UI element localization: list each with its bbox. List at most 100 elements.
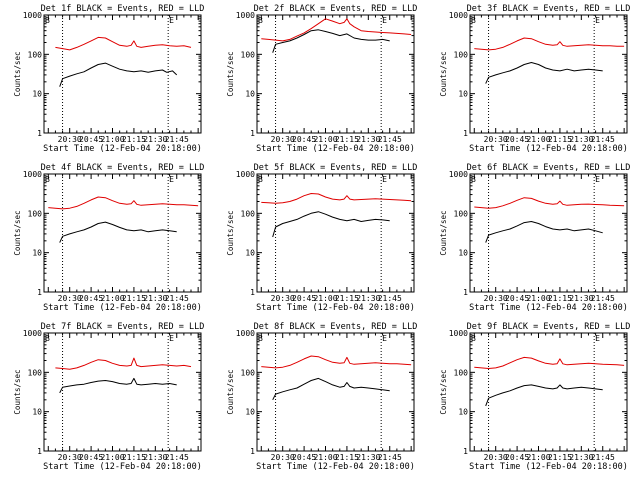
y-tick-label: 1 <box>250 288 255 297</box>
plot-frame <box>43 173 202 293</box>
events-series-line <box>59 221 177 243</box>
x-axis-label: Start Time (12-Feb-04 20:18:00) <box>256 303 415 313</box>
y-tick-label: 10 <box>245 90 255 99</box>
x-tick-label: 20:45 <box>292 135 316 144</box>
x-tick-label: 21:45 <box>378 453 402 462</box>
x-tick-label: 20:45 <box>505 453 529 462</box>
y-axis-label: Counts/sec <box>13 51 22 96</box>
y-tick-label: 1 <box>463 129 468 138</box>
plot-frame <box>256 173 415 293</box>
y-tick-label: 1 <box>37 447 42 456</box>
panel-det-2: Det 2f BLACK = Events, RED = LLD 1 10 100 10… <box>226 4 417 154</box>
x-tick-label: 21:15 <box>335 135 359 144</box>
x-tick-label: 21:30 <box>569 453 593 462</box>
x-tick-label: 21:00 <box>100 294 124 303</box>
y-tick-label: 1 <box>463 288 468 297</box>
lld-series-line <box>474 356 625 369</box>
end-marker-label: E <box>595 16 600 25</box>
x-tick-label: 21:30 <box>143 453 167 462</box>
lld-series-line <box>474 197 625 209</box>
x-tick-label: 21:30 <box>143 135 167 144</box>
x-tick-label: 21:30 <box>356 294 380 303</box>
y-tick-label: 1 <box>250 129 255 138</box>
x-tick-label: 21:15 <box>335 294 359 303</box>
x-tick-label: 21:45 <box>165 135 189 144</box>
x-tick-label: 20:30 <box>58 135 82 144</box>
y-tick-label: 100 <box>28 209 43 218</box>
x-axis-label: Start Time (12-Feb-04 20:18:00) <box>43 303 202 313</box>
y-tick-label: 1 <box>250 447 255 456</box>
x-tick-label: 21:00 <box>313 453 337 462</box>
y-tick-label: 100 <box>28 50 43 59</box>
x-tick-label: 21:00 <box>313 294 337 303</box>
y-tick-label: 10 <box>245 249 255 258</box>
end-marker-label: E <box>595 334 600 343</box>
end-marker-label: E <box>169 16 174 25</box>
x-tick-label: 21:45 <box>378 135 402 144</box>
x-axis-label: Start Time (12-Feb-04 20:18:00) <box>43 144 202 154</box>
x-tick-label: 21:45 <box>591 294 615 303</box>
lld-series-line <box>55 36 192 51</box>
events-series-line <box>272 211 390 238</box>
x-tick-label: 21:00 <box>526 453 550 462</box>
y-axis-label: Counts/sec <box>226 51 235 96</box>
y-tick-label: 100 <box>28 368 43 377</box>
y-tick-label: 100 <box>241 209 256 218</box>
x-tick-label: 21:15 <box>122 135 146 144</box>
plot-frame <box>469 173 628 293</box>
panel-title: Det 8f BLACK = Events, RED = LLD <box>254 322 418 332</box>
y-tick-label: 1000 <box>23 11 42 20</box>
events-series-line <box>485 62 603 84</box>
begin-marker-label: B <box>45 16 50 25</box>
plot-frame <box>256 332 415 452</box>
events-series-line <box>485 221 603 243</box>
x-tick-label: 20:30 <box>484 135 508 144</box>
x-tick-label: 21:30 <box>569 294 593 303</box>
y-tick-label: 1000 <box>236 11 255 20</box>
x-tick-label: 21:00 <box>100 135 124 144</box>
y-axis-label: Counts/sec <box>13 210 22 255</box>
y-tick-label: 10 <box>32 90 42 99</box>
x-tick-label: 21:30 <box>356 135 380 144</box>
x-tick-label: 21:15 <box>122 294 146 303</box>
y-tick-label: 1000 <box>449 11 468 20</box>
panel-title: Det 7f BLACK = Events, RED = LLD <box>41 322 205 332</box>
y-axis-label: Counts/sec <box>439 369 448 414</box>
panel-title: Det 4f BLACK = Events, RED = LLD <box>41 163 205 173</box>
x-tick-label: 21:15 <box>122 453 146 462</box>
y-tick-label: 100 <box>454 368 469 377</box>
x-tick-label: 21:45 <box>165 294 189 303</box>
lld-series-line <box>261 18 412 42</box>
y-tick-label: 10 <box>245 408 255 417</box>
begin-marker-label: B <box>471 334 476 343</box>
plot-frame <box>469 14 628 134</box>
panel-title: Det 6f BLACK = Events, RED = LLD <box>467 163 631 173</box>
begin-marker-label: B <box>471 175 476 184</box>
events-series-line <box>59 377 177 394</box>
x-tick-label: 20:45 <box>292 453 316 462</box>
end-marker-label: E <box>382 16 387 25</box>
panel-det-1: Det 1f BLACK = Events, RED = LLD 1 10 100 10… <box>13 4 204 154</box>
panel-title: Det 9f BLACK = Events, RED = LLD <box>467 322 631 332</box>
x-tick-label: 21:45 <box>591 453 615 462</box>
x-tick-label: 20:30 <box>271 294 295 303</box>
panel-title: Det 2f BLACK = Events, RED = LLD <box>254 4 418 14</box>
x-tick-label: 20:45 <box>79 135 103 144</box>
lld-series-line <box>55 357 192 370</box>
x-tick-label: 21:15 <box>548 294 572 303</box>
panel-det-9: Det 9f BLACK = Events, RED = LLD 1 10 100 10… <box>439 322 630 472</box>
x-tick-label: 21:30 <box>569 135 593 144</box>
begin-marker-label: B <box>258 16 263 25</box>
panel-det-8: Det 8f BLACK = Events, RED = LLD 1 10 100 10… <box>226 322 417 472</box>
y-tick-label: 100 <box>454 209 469 218</box>
end-marker-label: E <box>382 334 387 343</box>
begin-marker-label: B <box>45 175 50 184</box>
x-tick-label: 21:00 <box>526 294 550 303</box>
x-tick-label: 21:15 <box>335 453 359 462</box>
panel-title: Det 1f BLACK = Events, RED = LLD <box>41 4 205 14</box>
plot-frame <box>43 14 202 134</box>
plot-frame <box>43 332 202 452</box>
lld-series-line <box>48 196 199 210</box>
lld-series-line <box>261 355 412 369</box>
